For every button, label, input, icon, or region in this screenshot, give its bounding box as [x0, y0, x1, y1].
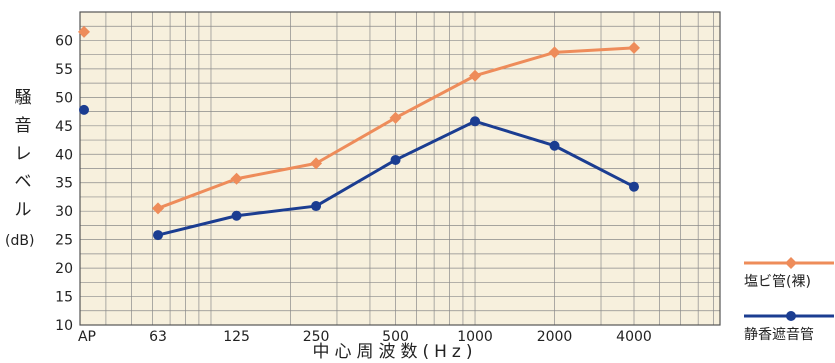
x-tick-label: 2000 — [537, 329, 573, 345]
y-axis-unit: (dB) — [5, 233, 34, 249]
y-tick-labels: 10 15 20 25 30 35 40 45 50 55 60 — [55, 33, 73, 334]
legend-label: 静香遮音管 — [744, 326, 814, 343]
series-orange — [78, 25, 640, 215]
data-point — [310, 157, 323, 170]
data-point — [470, 116, 481, 127]
legend: 塩ビ管(裸) 静香遮音管 — [744, 257, 834, 343]
data-point — [469, 69, 482, 82]
y-tick-label: 35 — [55, 176, 73, 192]
data-point — [230, 172, 243, 185]
x-tick-labels: AP 63 125 250 500 1000 2000 4000 — [78, 329, 652, 345]
y-tick-label: 10 — [55, 318, 73, 334]
series-blue — [79, 104, 639, 241]
y-tick-label: 50 — [55, 90, 73, 106]
legend-label: 塩ビ管(裸) — [744, 274, 811, 290]
x-tick-label: 125 — [223, 329, 250, 345]
x-tick-label: 4000 — [616, 329, 652, 345]
series-layer — [78, 25, 640, 241]
x-tick-label: 63 — [149, 329, 167, 345]
y-axis-title-char: レ — [15, 144, 32, 164]
data-point — [311, 201, 322, 212]
data-point — [786, 311, 796, 321]
data-point — [548, 46, 561, 59]
data-point — [153, 230, 163, 241]
data-point — [785, 257, 797, 269]
data-point — [389, 111, 402, 124]
y-tick-label: 25 — [55, 233, 73, 249]
x-tick-label: AP — [78, 329, 96, 345]
y-tick-label: 60 — [55, 33, 73, 49]
y-tick-label: 15 — [55, 290, 73, 306]
y-axis-title-char: ル — [15, 200, 32, 220]
x-tick-label: 250 — [303, 329, 330, 345]
y-tick-label: 40 — [55, 147, 73, 163]
data-point — [549, 140, 560, 151]
y-tick-label: 55 — [55, 62, 73, 78]
data-point — [152, 202, 164, 215]
plot-border — [79, 11, 721, 326]
data-point — [78, 25, 90, 38]
x-tick-label: 1000 — [457, 329, 493, 345]
data-point — [629, 181, 639, 192]
y-axis-title-char: ベ — [15, 172, 32, 192]
data-point — [628, 41, 640, 54]
x-axis-title: 中心周波数(Hz) — [313, 342, 478, 362]
data-point — [79, 104, 89, 115]
y-tick-label: 30 — [55, 204, 73, 220]
data-point — [390, 154, 401, 165]
data-point — [231, 210, 242, 221]
y-tick-label: 20 — [55, 261, 73, 277]
y-axis-title-char: 騒 — [15, 88, 32, 108]
y-tick-label: 45 — [55, 119, 73, 135]
x-tick-label: 500 — [382, 329, 409, 345]
y-axis-title-char: 音 — [15, 116, 32, 136]
